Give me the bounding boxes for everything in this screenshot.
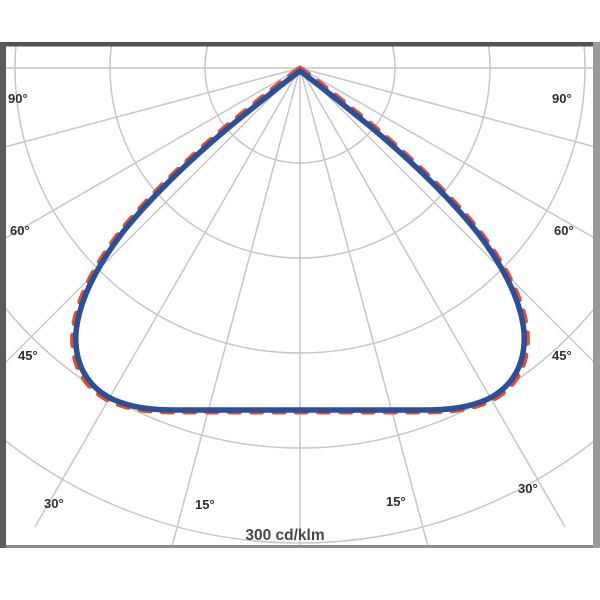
scale-caption: 300 cd/klm: [245, 527, 324, 544]
angle-labels: 90° 60° 45° 90° 60° 45° 30° 15° 15° 30°: [8, 91, 574, 512]
grid-radial-lines: [6, 67, 593, 545]
angle-label-bottom-right-15: 15°: [386, 494, 406, 509]
angle-label-bottom-right-30: 30°: [518, 481, 538, 496]
intensity-curves: [70, 65, 530, 415]
angle-label-left-90: 90°: [8, 91, 28, 106]
frame-top-border: [0, 42, 600, 47]
angle-label-right-60: 60°: [554, 223, 574, 238]
angle-label-left-60: 60°: [10, 223, 30, 238]
angle-label-right-45: 45°: [552, 348, 572, 363]
frame-bottom-border: [0, 545, 600, 548]
angle-label-bottom-left-30: 30°: [44, 496, 64, 511]
angle-label-bottom-left-15: 15°: [195, 497, 215, 512]
chart-frame: [0, 42, 600, 548]
angle-label-right-90: 90°: [552, 91, 572, 106]
angle-label-left-45: 45°: [18, 348, 38, 363]
intensity-curve-c90-solid: [73, 68, 527, 413]
frame-left-border: [0, 42, 6, 548]
frame-right-border: [593, 42, 600, 548]
